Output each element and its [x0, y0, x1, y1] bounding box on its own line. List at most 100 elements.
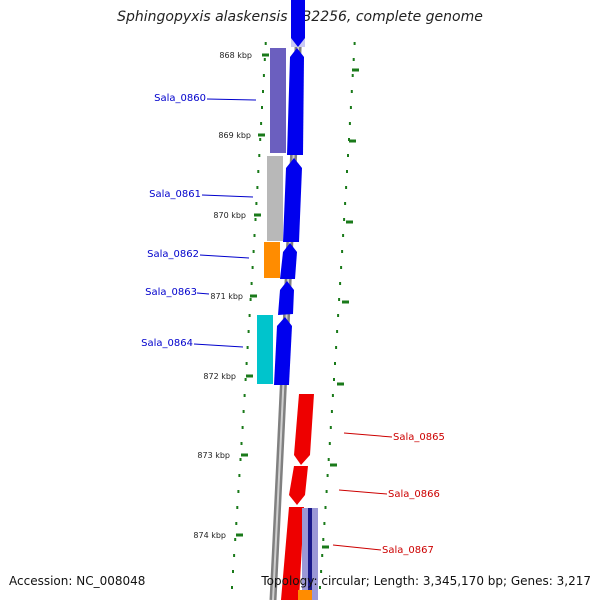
scale-dot — [262, 74, 265, 77]
outer-scale-ring — [319, 42, 356, 589]
tick-label-872: 872 kbp — [203, 372, 236, 381]
scale-dot — [342, 234, 345, 237]
reverse-cog-track — [298, 508, 318, 600]
outer-ring-ticks — [322, 68, 359, 549]
cds-arrow-forward[interactable] — [291, 0, 305, 47]
scale-dot — [254, 218, 257, 221]
scale-dot — [257, 170, 260, 173]
scale-dot — [322, 538, 325, 541]
scale-dot — [253, 234, 256, 237]
scale-dot — [324, 506, 327, 509]
scale-dot — [321, 554, 324, 557]
scale-dot — [330, 410, 333, 413]
scale-dot — [341, 250, 344, 253]
cds-arrow-forward[interactable] — [283, 158, 302, 242]
scale-dot — [336, 330, 339, 333]
scale-dot — [231, 586, 233, 589]
topology-label: Topology: circular; Length: 3,345,170 bp… — [261, 574, 591, 588]
tick-label-868: 868 kbp — [219, 51, 252, 60]
scale-dot — [245, 362, 248, 365]
scale-dot — [328, 442, 331, 445]
scale-dot — [338, 298, 341, 301]
scale-dot — [261, 106, 263, 109]
scale-dot — [320, 570, 323, 573]
scale-dot — [243, 394, 246, 397]
gene-label-sala-0861[interactable]: Sala_0861 — [149, 189, 201, 200]
scale-dot — [340, 266, 343, 269]
tick-label-874: 874 kbp — [193, 531, 226, 540]
cds-arrow-reverse[interactable] — [289, 466, 308, 505]
scale-ticks: 868 kbp 869 kbp 870 kbp 871 kbp 872 kbp … — [193, 51, 269, 540]
gene-label-sala-0864[interactable]: Sala_0864 — [141, 338, 193, 349]
scale-dot — [234, 538, 237, 541]
scale-dot — [248, 314, 251, 317]
cds-arrow-forward[interactable] — [287, 48, 304, 155]
tick-label-871: 871 kbp — [210, 292, 243, 301]
scale-dot — [353, 42, 356, 45]
scale-dot — [252, 250, 255, 253]
scale-dot — [348, 122, 351, 125]
scale-dot — [349, 106, 352, 109]
scale-dot — [232, 570, 234, 573]
scale-dot — [343, 218, 346, 221]
scale-dot — [345, 186, 348, 189]
forward-cog-track — [257, 48, 286, 384]
forward-gene-labels: Sala_0860 Sala_0861 Sala_0862 Sala_0863 … — [141, 93, 257, 349]
scale-dot — [233, 554, 236, 557]
scale-dot — [249, 298, 252, 301]
scale-dot — [346, 170, 348, 173]
gene-label-sala-0862[interactable]: Sala_0862 — [147, 249, 199, 260]
cds-arrow-forward[interactable] — [278, 281, 294, 315]
scale-dot — [352, 58, 355, 61]
scale-dot — [347, 154, 349, 157]
scale-dot — [255, 202, 258, 205]
scale-dot — [335, 346, 338, 349]
reverse-gene-labels: Sala_0865 Sala_0866 Sala_0867 — [332, 432, 445, 556]
scale-dot — [323, 522, 326, 525]
scale-dot — [264, 42, 267, 45]
scale-dot — [350, 90, 353, 93]
gene-label-sala-0863[interactable]: Sala_0863 — [145, 287, 197, 298]
scale-dot — [262, 90, 264, 93]
cog-box-purple[interactable] — [270, 48, 286, 153]
scale-dot — [260, 122, 263, 125]
cds-arrow-reverse[interactable] — [294, 394, 314, 465]
cog-box-orange[interactable] — [298, 590, 312, 600]
scale-dot — [325, 490, 328, 493]
scale-dot — [327, 458, 330, 461]
gene-label-sala-0860[interactable]: Sala_0860 — [154, 93, 206, 104]
scale-dot — [251, 266, 254, 269]
accession-label: Accession: NC_008048 — [9, 574, 146, 588]
scale-dot — [258, 154, 261, 157]
scale-dot — [263, 58, 266, 61]
scale-dot — [244, 378, 247, 381]
cog-box-cyan[interactable] — [257, 315, 273, 384]
gene-label-sala-0866[interactable]: Sala_0866 — [388, 489, 440, 500]
scale-dot — [247, 330, 250, 333]
cds-arrow-forward[interactable] — [274, 317, 292, 385]
forward-cds-track — [274, 0, 305, 385]
cog-box-orange[interactable] — [264, 242, 280, 278]
scale-dot — [242, 410, 245, 413]
scale-dot — [326, 474, 329, 477]
scale-dot — [240, 442, 243, 445]
tick-label-870: 870 kbp — [213, 211, 246, 220]
cog-box-navy[interactable] — [308, 508, 312, 600]
scale-dot — [351, 74, 354, 77]
scale-dot — [250, 282, 253, 285]
cog-box-gray[interactable] — [267, 156, 283, 241]
scale-dot — [344, 202, 347, 205]
tick-label-873: 873 kbp — [197, 451, 230, 460]
scale-dot — [236, 506, 239, 509]
scale-dot — [339, 282, 342, 285]
scale-dot — [333, 378, 335, 381]
gene-label-sala-0865[interactable]: Sala_0865 — [393, 432, 445, 443]
scale-dot — [259, 138, 262, 141]
cds-arrow-forward[interactable] — [280, 243, 297, 279]
cds-arrow-reverse[interactable] — [281, 507, 304, 600]
reverse-cds-track — [281, 394, 314, 600]
gene-label-sala-0867[interactable]: Sala_0867 — [382, 545, 434, 556]
scale-dot — [235, 522, 238, 525]
